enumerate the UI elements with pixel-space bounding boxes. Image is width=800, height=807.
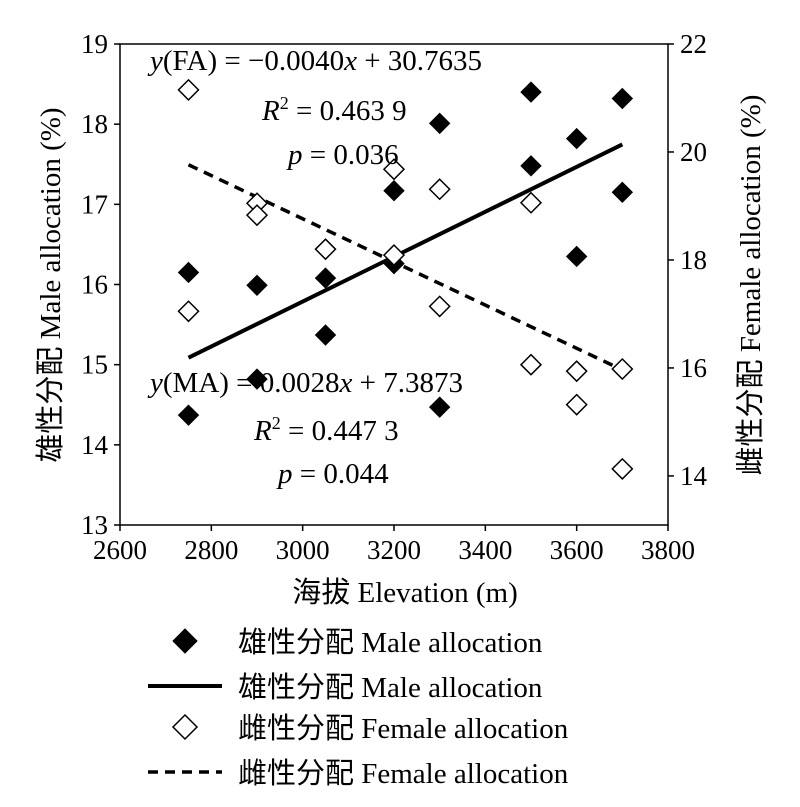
legend: 雄性分配 Male allocation 雄性分配 Male allocatio… bbox=[148, 626, 569, 790]
ma-equation: y(MA) = 0.0028x + 7.3873 bbox=[147, 367, 463, 399]
female-data-point bbox=[428, 178, 451, 201]
y-right-tick-label: 16 bbox=[680, 353, 707, 383]
female-data-point bbox=[565, 360, 588, 383]
male-data-point bbox=[383, 179, 405, 202]
male-data-point bbox=[314, 267, 337, 289]
ma-r2: R2 = 0.447 3 bbox=[253, 413, 399, 447]
female-data-point bbox=[177, 300, 200, 323]
female-fit-line bbox=[187, 163, 624, 372]
x-tick-label: 3200 bbox=[367, 535, 421, 565]
axes: 2600 2800 3000 3200 3400 3600 3800 13 14 15 16 17 18… bbox=[81, 29, 708, 565]
legend-label-male-points: 雄性分配 Male allocation bbox=[238, 626, 543, 659]
y-right-tick-label: 14 bbox=[680, 461, 708, 491]
male-data-point bbox=[246, 274, 268, 297]
male-data-point bbox=[520, 81, 542, 103]
x-tick-label: 3800 bbox=[641, 535, 695, 565]
female-data-point bbox=[519, 191, 543, 214]
y-left-tick-label: 18 bbox=[81, 109, 108, 139]
male-data-point bbox=[428, 112, 451, 135]
y-right-tick-label: 20 bbox=[680, 137, 707, 167]
x-tick-label: 3000 bbox=[276, 535, 330, 565]
male-data-point bbox=[611, 181, 634, 204]
x-tick-label: 3400 bbox=[458, 535, 512, 565]
female-data-point bbox=[611, 457, 634, 480]
y-left-tick-label: 14 bbox=[81, 430, 109, 460]
female-data-point bbox=[245, 204, 269, 227]
male-data-point bbox=[314, 324, 337, 346]
y-axis-label-left: 雄性分配 Male allocation (%) bbox=[34, 107, 67, 462]
data-points bbox=[177, 78, 634, 480]
y-left-tick-label: 17 bbox=[81, 189, 108, 219]
female-data-point bbox=[519, 353, 543, 376]
legend-label-female-line: 雌性分配 Female allocation bbox=[238, 757, 569, 790]
female-data-point bbox=[314, 238, 337, 261]
y-right-tick-label: 22 bbox=[680, 29, 707, 59]
y-left-tick-label: 16 bbox=[81, 270, 108, 300]
male-data-point bbox=[428, 396, 451, 418]
male-data-point bbox=[177, 404, 200, 426]
male-fit-line bbox=[187, 142, 624, 360]
fa-p: p = 0.036 bbox=[286, 139, 399, 171]
male-data-point bbox=[565, 245, 588, 268]
y-right-tick-label: 18 bbox=[680, 245, 707, 275]
legend-marker-female-points bbox=[171, 713, 199, 741]
legend-label-female-points: 雌性分配 Female allocation bbox=[238, 712, 569, 745]
legend-marker-male-points bbox=[172, 628, 198, 654]
legend-label-male-line: 雄性分配 Male allocation bbox=[238, 671, 543, 704]
male-data-point bbox=[246, 368, 268, 390]
male-data-point bbox=[565, 127, 588, 150]
x-tick-label: 2600 bbox=[93, 535, 147, 565]
female-data-point bbox=[382, 158, 406, 181]
fa-r2: R2 = 0.463 9 bbox=[261, 93, 407, 127]
x-tick-label: 3600 bbox=[550, 535, 604, 565]
fit-lines bbox=[187, 142, 624, 372]
y-left-tick-label: 19 bbox=[81, 29, 108, 59]
x-axis-label: 海拔 Elevation (m) bbox=[292, 576, 518, 609]
fa-equation: y(FA) = −0.0040x + 30.7635 bbox=[147, 45, 482, 77]
x-tick-label: 2800 bbox=[184, 535, 238, 565]
female-data-point bbox=[382, 244, 406, 267]
female-data-point bbox=[565, 393, 588, 416]
male-data-point bbox=[177, 261, 200, 284]
male-data-point bbox=[611, 87, 634, 110]
y-axis-label-right: 雌性分配 Female allocation (%) bbox=[734, 95, 767, 476]
female-data-point bbox=[428, 295, 451, 318]
female-data-point bbox=[177, 78, 200, 101]
y-left-tick-label: 15 bbox=[81, 350, 108, 380]
y-left-tick-label: 13 bbox=[81, 510, 108, 540]
female-data-point bbox=[611, 357, 634, 381]
male-data-point bbox=[520, 155, 542, 177]
ma-p: p = 0.044 bbox=[276, 458, 389, 490]
